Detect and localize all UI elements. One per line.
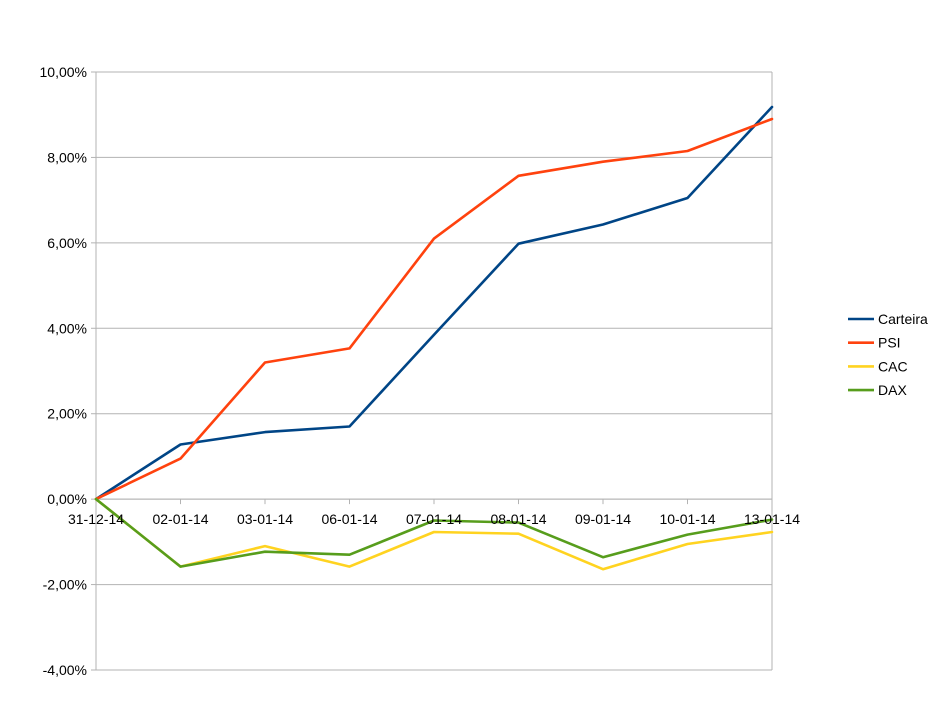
series-line-cac	[94, 497, 774, 571]
x-tick-label: 08-01-14	[490, 511, 546, 527]
x-tick-label: 07-01-14	[406, 511, 462, 527]
legend-label: PSI	[878, 335, 901, 351]
series-line-carteira	[94, 105, 774, 501]
axes	[91, 71, 773, 671]
x-tick-label: 06-01-14	[321, 511, 377, 527]
legend-item-dax: DAX	[848, 382, 907, 398]
x-axis-tick-labels: 31-12-14 02-01-14 03-01-14 06-01-14 07-01-14…	[68, 511, 800, 527]
x-tick-label: 09-01-14	[575, 511, 631, 527]
y-tick-label: 6,00%	[47, 235, 87, 251]
y-tick-label: 8,00%	[47, 149, 87, 165]
x-tick-label: 13-01-14	[744, 511, 800, 527]
y-tick-label: 0,00%	[47, 491, 87, 507]
x-tick-label: 31-12-14	[68, 511, 124, 527]
legend-label: CAC	[878, 358, 908, 374]
gridlines	[96, 71, 772, 671]
series-line-psi	[94, 117, 774, 501]
series-line-dax	[94, 497, 774, 568]
y-tick-label: 4,00%	[47, 320, 87, 336]
legend: Carteira PSI CAC DAX	[848, 311, 928, 398]
x-tick-label: 02-01-14	[152, 511, 208, 527]
x-tick-label: 10-01-14	[659, 511, 715, 527]
legend-label: Carteira	[878, 311, 928, 327]
series-lines	[94, 105, 774, 571]
y-tick-label: 2,00%	[47, 406, 87, 422]
y-tick-label: -2,00%	[43, 577, 87, 593]
legend-item-cac: CAC	[848, 358, 908, 374]
y-tick-label: -4,00%	[43, 662, 87, 678]
x-tick-label: 03-01-14	[237, 511, 293, 527]
legend-item-carteira: Carteira	[848, 311, 928, 327]
legend-label: DAX	[878, 382, 907, 398]
legend-item-psi: PSI	[848, 335, 901, 351]
y-tick-label: 10,00%	[40, 64, 87, 80]
y-axis-tick-labels: -4,00% -2,00% 0,00% 2,00% 4,00% 6,00% 8,00% 10,…	[40, 64, 87, 678]
